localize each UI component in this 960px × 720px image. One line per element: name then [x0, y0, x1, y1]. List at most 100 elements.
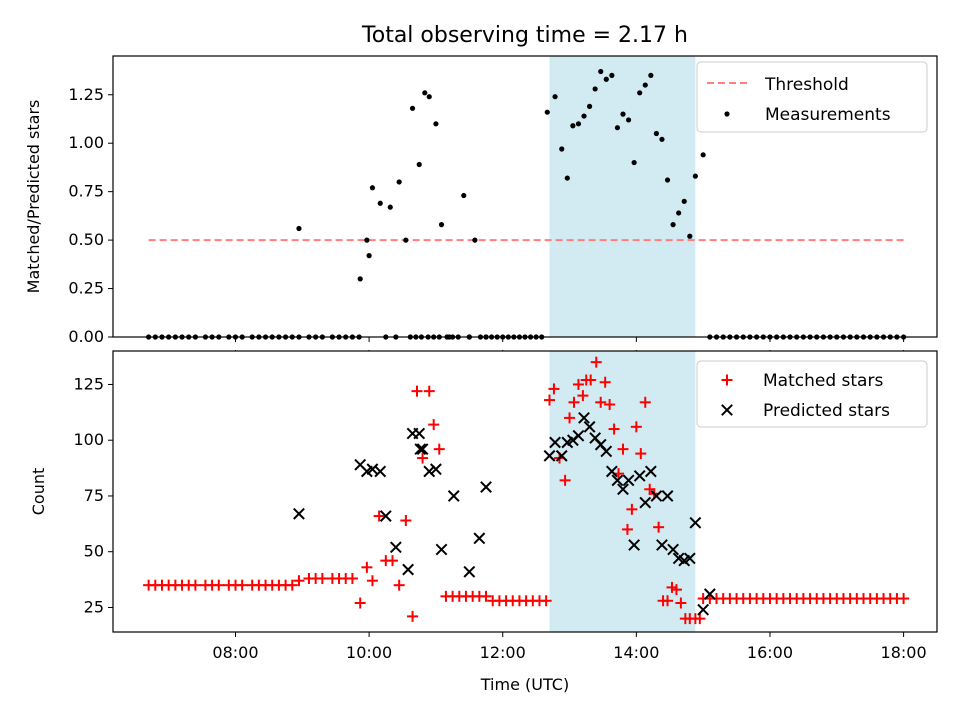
- measurement-point: [552, 94, 558, 100]
- predicted-point-b: [667, 543, 680, 556]
- matched-point: [604, 399, 616, 411]
- predicted-point-b: [473, 532, 486, 545]
- measurement-point: [620, 111, 626, 117]
- predicted-point-b: [689, 516, 702, 529]
- predicted-point-b: [683, 552, 696, 565]
- matched-point: [577, 390, 589, 402]
- predicted-point-b: [402, 563, 414, 576]
- measurement-point: [609, 72, 615, 78]
- measurement-point: [409, 105, 416, 111]
- matched-point: [595, 396, 607, 408]
- matched-point: [480, 590, 492, 602]
- measurement-point: [366, 253, 372, 259]
- measurement-point: [472, 237, 478, 243]
- measurement-point: [403, 237, 409, 243]
- legend-matched-label: Matched stars: [763, 371, 883, 391]
- matched-point: [346, 572, 358, 584]
- matched-point: [400, 514, 412, 526]
- measurement-point: [364, 237, 370, 243]
- predicted-point-b: [605, 465, 618, 478]
- y-tick-label: 50: [84, 542, 104, 561]
- measurement-point: [670, 222, 676, 228]
- measurement-point: [575, 121, 582, 127]
- matched-point: [585, 374, 597, 386]
- matched-point: [670, 584, 682, 596]
- matched-point: [590, 356, 602, 368]
- predicted-point-b: [414, 443, 427, 456]
- matched-point: [653, 521, 665, 533]
- matched-point: [608, 423, 620, 435]
- predicted-point: [379, 510, 392, 522]
- measurement-point: [603, 76, 609, 82]
- measurement-point: [581, 113, 587, 119]
- y-tick-label: 1.25: [68, 85, 104, 104]
- predicted-point-b: [697, 603, 710, 616]
- predicted-point-b: [703, 588, 716, 600]
- measurement-point: [700, 152, 706, 158]
- matched-point: [361, 561, 373, 573]
- matched-point: [354, 597, 366, 609]
- y-tick-label: 25: [84, 597, 104, 616]
- predicted-point-b: [628, 539, 641, 551]
- predicted-point-b: [435, 543, 448, 556]
- measurement-point: [564, 175, 570, 181]
- measurement-point: [692, 173, 698, 179]
- predicted-point: [473, 532, 486, 545]
- predicted-point-b: [423, 465, 436, 478]
- predicted-point: [414, 443, 427, 456]
- predicted-point: [667, 543, 680, 556]
- measurement-point: [438, 222, 445, 228]
- measurement-point: [570, 123, 576, 129]
- predicted-point-b: [583, 420, 596, 433]
- predicted-point-b: [549, 436, 561, 449]
- measurement-point: [642, 82, 648, 88]
- x-tick-label: 12:00: [480, 643, 526, 662]
- bottom-panel: 25 50 75 100 125 08:00 10:00 12:00 14:00 16:00 18:…: [29, 350, 938, 694]
- predicted-point: [413, 427, 426, 440]
- measurement-point: [598, 68, 604, 75]
- predicted-point: [683, 552, 696, 565]
- matched-point: [568, 396, 580, 408]
- measurement-point: [357, 276, 363, 282]
- matched-point: [386, 555, 398, 567]
- predicted-point: [549, 436, 561, 449]
- matched-point: [898, 593, 910, 605]
- predicted-point: [583, 420, 596, 433]
- predicted-point: [435, 543, 448, 556]
- measurement-point: [377, 200, 383, 206]
- measurement-point: [387, 204, 393, 210]
- matched-point: [293, 575, 305, 587]
- predicted-point-b: [480, 481, 492, 493]
- predicted-point: [389, 541, 402, 554]
- measurement-point: [426, 94, 432, 100]
- y-tick-label: 100: [73, 430, 104, 449]
- predicted-point: [447, 490, 460, 502]
- measurement-point: [625, 117, 632, 123]
- predicted-point-b: [639, 496, 652, 509]
- matched-point: [189, 579, 201, 591]
- predicted-point: [555, 449, 568, 462]
- matched-point: [662, 595, 674, 607]
- x-tick-label: 18:00: [881, 643, 927, 662]
- matched-point: [236, 579, 248, 591]
- matched-point: [635, 448, 647, 460]
- predicted-point: [605, 465, 618, 478]
- predicted-point: [661, 490, 674, 502]
- predicted-point: [374, 465, 387, 478]
- matched-point: [694, 613, 706, 625]
- predicted-point: [402, 563, 414, 576]
- matched-point: [407, 610, 419, 622]
- legend-threshold-label: Threshold: [764, 75, 849, 95]
- matched-point: [433, 443, 445, 455]
- predicted-point-b: [578, 411, 590, 424]
- matched-point: [316, 572, 328, 584]
- measurement-point: [676, 210, 682, 216]
- predicted-point-b: [644, 465, 657, 478]
- predicted-point: [293, 507, 305, 520]
- measurement-point: [544, 109, 550, 115]
- measurement-point: [461, 192, 467, 199]
- matched-point: [621, 523, 633, 535]
- predicted-point-b: [572, 429, 585, 442]
- predicted-point-b: [656, 539, 668, 551]
- matched-point: [559, 474, 571, 486]
